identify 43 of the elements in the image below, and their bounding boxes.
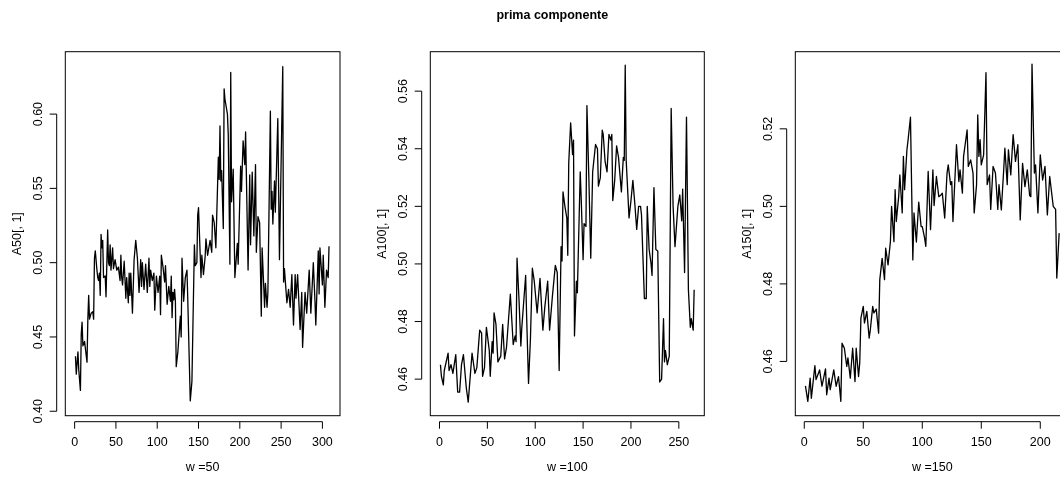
x-axis-title: w =50 bbox=[184, 460, 220, 474]
x-tick-label: 200 bbox=[1029, 434, 1051, 449]
x-tick-label: 150 bbox=[188, 434, 209, 449]
y-tick-label: 0.54 bbox=[395, 136, 410, 161]
y-tick-label: 0.48 bbox=[395, 309, 410, 334]
y-tick-label: 0.45 bbox=[30, 324, 45, 350]
x-axis-title: w =150 bbox=[910, 460, 953, 474]
y-tick-label: 0.40 bbox=[30, 399, 45, 424]
y-axis-title: A50[, 1] bbox=[10, 212, 25, 256]
x-tick-label: 100 bbox=[524, 434, 546, 449]
y-axis-title: A150[, 1] bbox=[740, 208, 755, 259]
x-tick-label: 50 bbox=[856, 434, 871, 449]
y-tick-label: 0.60 bbox=[30, 101, 45, 127]
y-tick-label: 0.56 bbox=[395, 78, 410, 104]
chart-title: prima componente bbox=[496, 8, 609, 22]
line-series bbox=[439, 64, 695, 403]
y-tick-label: 0.50 bbox=[760, 194, 775, 219]
y-tick-label: 0.46 bbox=[760, 349, 775, 374]
x-tick-label: 200 bbox=[620, 434, 642, 449]
x-tick-label: 100 bbox=[911, 434, 933, 449]
x-tick-label: 150 bbox=[970, 434, 992, 449]
x-tick-label: 100 bbox=[146, 434, 168, 449]
x-tick-label: 200 bbox=[229, 434, 251, 449]
x-tick-label: 0 bbox=[800, 434, 808, 449]
y-tick-label: 0.52 bbox=[395, 194, 410, 219]
x-tick-label: 150 bbox=[572, 434, 594, 449]
x-tick-label: 0 bbox=[436, 434, 444, 449]
x-tick-label: 250 bbox=[668, 434, 690, 449]
x-tick-label: 250 bbox=[270, 434, 292, 449]
y-tick-label: 0.48 bbox=[760, 271, 775, 297]
x-tick-label: 50 bbox=[108, 434, 123, 449]
y-axis-title: A100[, 1] bbox=[375, 208, 390, 259]
line-series bbox=[74, 65, 330, 402]
y-tick-label: 0.50 bbox=[395, 251, 410, 277]
y-tick-label: 0.50 bbox=[30, 250, 45, 275]
line-series bbox=[804, 63, 1060, 403]
x-axis-title: w =100 bbox=[545, 460, 588, 474]
y-tick-label: 0.52 bbox=[760, 116, 775, 142]
y-tick-label: 0.46 bbox=[395, 366, 410, 392]
y-tick-label: 0.55 bbox=[30, 176, 45, 201]
x-tick-label: 0 bbox=[71, 434, 79, 449]
x-tick-label: 50 bbox=[480, 434, 495, 449]
x-tick-label: 300 bbox=[311, 434, 333, 449]
